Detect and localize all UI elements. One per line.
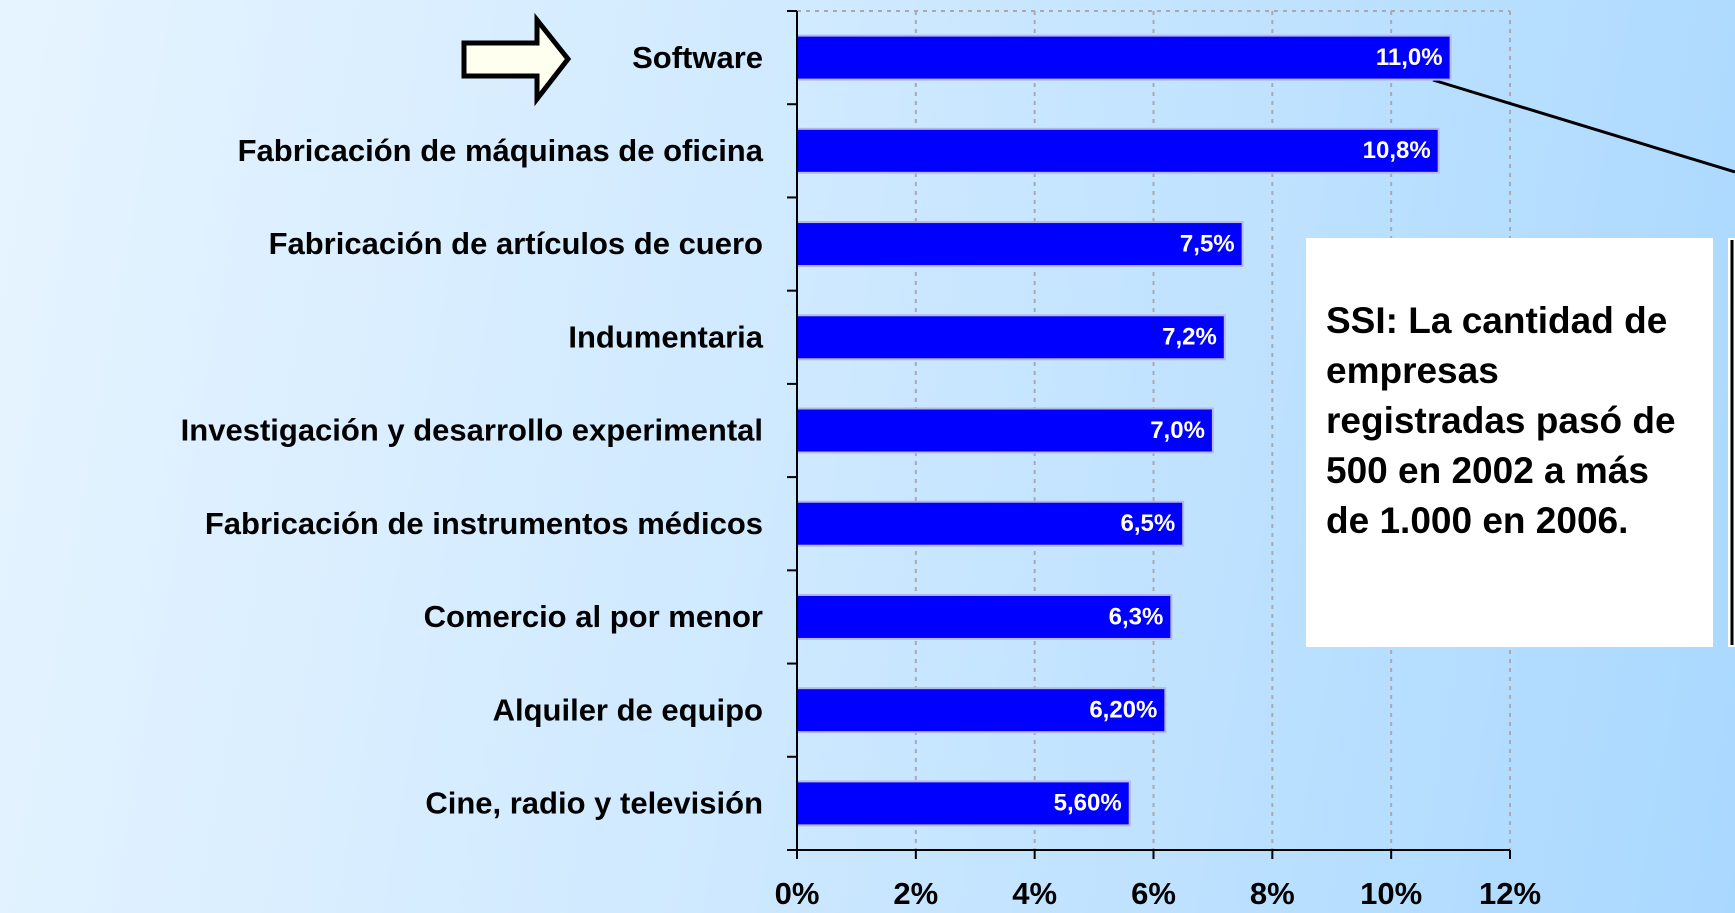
bar — [796, 314, 1226, 361]
data-label: 5,60% — [1054, 790, 1122, 817]
data-label: 6,20% — [1089, 697, 1157, 724]
bar — [796, 127, 1440, 174]
y-tick-label: Alquiler de equipo — [493, 692, 763, 727]
data-label: 10,8% — [1363, 137, 1431, 164]
data-label: 6,3% — [1109, 603, 1164, 630]
x-tick-label: 6% — [1131, 876, 1176, 911]
x-tick-label: 2% — [893, 876, 938, 911]
y-tick-label: Software — [632, 40, 763, 75]
bar — [796, 407, 1214, 454]
data-label: 7,0% — [1150, 417, 1205, 444]
bar — [796, 34, 1452, 81]
bar — [796, 500, 1185, 547]
y-tick-label: Investigación y desarrollo experimental — [181, 413, 763, 448]
x-tick-label: 10% — [1360, 876, 1422, 911]
y-tick-label: Fabricación de artículos de cuero — [269, 226, 763, 261]
y-tick-label: Comercio al por menor — [424, 599, 763, 634]
bar — [796, 687, 1167, 734]
bar — [796, 221, 1244, 268]
x-tick-label: 12% — [1479, 876, 1541, 911]
y-tick-label: Fabricación de instrumentos médicos — [205, 506, 763, 541]
data-label: 7,5% — [1180, 230, 1235, 257]
arrow-icon — [461, 12, 572, 107]
data-label: 11,0% — [1376, 44, 1443, 71]
callout-line — [1432, 78, 1735, 174]
bar — [796, 780, 1131, 827]
data-label: 7,2% — [1162, 324, 1217, 351]
data-label: 6,5% — [1121, 510, 1176, 537]
annotation: SSI: La cantidad de empresas registradas… — [1306, 238, 1713, 647]
x-tick-label: 0% — [775, 876, 820, 911]
x-tick-label: 4% — [1012, 876, 1057, 911]
y-tick-label: Cine, radio y televisión — [425, 786, 763, 821]
x-tick-label: 8% — [1250, 876, 1295, 911]
y-tick-label: Indumentaria — [568, 319, 763, 354]
y-tick-label: Fabricación de máquinas de oficina — [238, 133, 764, 168]
